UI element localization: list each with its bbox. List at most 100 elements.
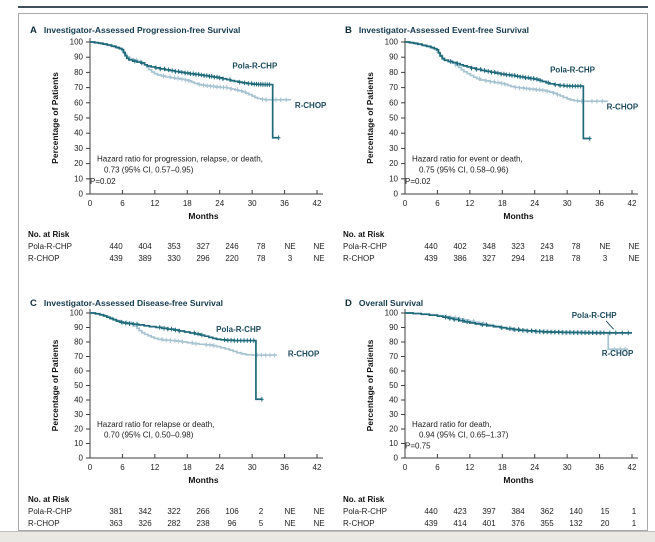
svg-text:50: 50 (74, 381, 83, 390)
risk-value: 439 (424, 254, 438, 263)
svg-text:18: 18 (498, 199, 507, 208)
risk-value: 440 (109, 242, 123, 251)
svg-text:0: 0 (88, 199, 93, 208)
panel-a: A Investigator-Assessed Progression-free … (20, 18, 328, 276)
risk-value: 294 (511, 254, 525, 263)
svg-text:100: 100 (70, 38, 84, 47)
svg-text:90: 90 (389, 53, 398, 62)
risk-value: 78 (571, 242, 581, 251)
risk-row-label: R-CHOP (343, 254, 375, 263)
svg-text:60: 60 (74, 367, 83, 376)
risk-value: 5 (258, 519, 264, 528)
svg-text:70: 70 (389, 352, 398, 361)
svg-text:Hazard ratio for relapse or de: Hazard ratio for relapse or death, (97, 420, 214, 429)
svg-text:18: 18 (498, 463, 507, 472)
risk-value: 386 (453, 254, 467, 263)
risk-value: 323 (511, 242, 525, 251)
km-plot-c: 0 10 20 30 40 50 60 70 80 90 100 0 6 12 18 24 30 36 42 Mont… (50, 309, 323, 485)
km-curve (90, 41, 279, 139)
curve-label: Pola-R-CHP (216, 325, 262, 334)
risk-value: 78 (256, 254, 266, 263)
y-axis-label: Percentage of Patients (50, 339, 60, 431)
panel-d: D Overall Survival 0 10 20 30 40 50 60 70 80 90 100… (335, 291, 643, 530)
km-curve (90, 312, 278, 356)
tick-labels: 0 10 20 30 40 50 60 70 80 90 100 0 6 12 18 24 30 36 42 (70, 309, 322, 473)
svg-text:6: 6 (120, 199, 125, 208)
svg-text:0: 0 (79, 190, 84, 199)
svg-text:24: 24 (215, 463, 224, 472)
svg-text:30: 30 (248, 463, 257, 472)
km-curve (405, 41, 590, 140)
svg-text:90: 90 (389, 323, 398, 332)
risk-value: 296 (196, 254, 210, 263)
label-pointer (605, 320, 614, 330)
svg-text:30: 30 (248, 199, 257, 208)
svg-text:100: 100 (70, 309, 84, 318)
risk-row: Pola-R-CHP 381 342 322 266 106 2 NE NE (20, 507, 328, 518)
svg-text:6: 6 (435, 463, 440, 472)
svg-text:30: 30 (389, 410, 398, 419)
y-axis-label: Percentage of Patients (365, 72, 375, 164)
svg-text:60: 60 (74, 98, 83, 107)
risk-heading: No. at Risk (343, 495, 385, 504)
svg-text:50: 50 (74, 114, 83, 123)
curve-label: R-CHOP (288, 350, 320, 359)
risk-value: 218 (540, 254, 554, 263)
svg-text:10: 10 (74, 439, 83, 448)
series-r-chop: R-CHOP (405, 41, 639, 112)
risk-row-label: Pola-R-CHP (343, 242, 388, 251)
svg-text:42: 42 (628, 463, 637, 472)
svg-text:40: 40 (74, 396, 83, 405)
panel-letter: D (345, 298, 352, 309)
risk-value: NE (628, 242, 640, 251)
censor-marks (443, 314, 631, 336)
risk-value: 384 (511, 507, 525, 516)
svg-text:0: 0 (394, 454, 399, 463)
svg-text:6: 6 (120, 463, 125, 472)
risk-row: Pola-R-CHP 440 404 353 327 246 78 NE NE (20, 242, 328, 253)
svg-text:90: 90 (74, 323, 83, 332)
panel-title: Investigator-Assessed Progression-free S… (43, 25, 241, 35)
risk-row-label: Pola-R-CHP (343, 507, 388, 516)
svg-text:30: 30 (563, 463, 572, 472)
svg-text:6: 6 (435, 199, 440, 208)
svg-text:18: 18 (183, 199, 192, 208)
risk-value: NE (313, 242, 325, 251)
curve-label: Pola-R-CHP (232, 62, 278, 71)
risk-value: 355 (540, 519, 554, 528)
risk-value: NE (284, 519, 296, 528)
risk-value: 326 (138, 519, 152, 528)
svg-text:0.73 (95% CI, 0.57–0.95): 0.73 (95% CI, 0.57–0.95) (104, 166, 194, 175)
tick-labels: 0 10 20 30 40 50 60 70 80 90 100 0 6 12 18 24 30 36 42 (385, 309, 637, 473)
panel-b: B Investigator-Assessed Event-free Surviv… (335, 18, 643, 276)
risk-value: 330 (167, 254, 181, 263)
risk-value: 327 (482, 254, 496, 263)
risk-value: 402 (453, 242, 467, 251)
panel-title: Overall Survival (358, 298, 424, 308)
risk-value: 363 (109, 519, 123, 528)
svg-text:Hazard ratio for progression,: Hazard ratio for progression, relapse, o… (97, 154, 263, 163)
risk-value: NE (313, 507, 325, 516)
hazard-annotation: Hazard ratio for progression, relapse, o… (90, 154, 263, 186)
svg-text:12: 12 (465, 463, 474, 472)
risk-value: 389 (138, 254, 152, 263)
risk-value: 1 (631, 507, 637, 516)
svg-text:90: 90 (74, 53, 83, 62)
panel-letter: C (30, 298, 37, 309)
risk-value: NE (313, 519, 325, 528)
svg-text:24: 24 (215, 199, 224, 208)
risk-row-label: R-CHOP (28, 519, 60, 528)
panel-c: C Investigator-Assessed Disease-free Surv… (20, 291, 328, 530)
axes (401, 38, 638, 195)
svg-text:100: 100 (385, 38, 399, 47)
curve-label: R-CHOP (295, 101, 327, 110)
risk-value: 353 (167, 242, 181, 251)
svg-text:P=0.02: P=0.02 (90, 177, 116, 186)
svg-text:10: 10 (389, 439, 398, 448)
risk-value: 1 (631, 519, 637, 528)
panel-letter: B (345, 25, 352, 36)
panel-title: Investigator-Assessed Disease-free Survi… (43, 298, 223, 308)
risk-value: 423 (453, 507, 467, 516)
curve-label: R-CHOP (602, 349, 634, 358)
risk-value: NE (284, 242, 296, 251)
